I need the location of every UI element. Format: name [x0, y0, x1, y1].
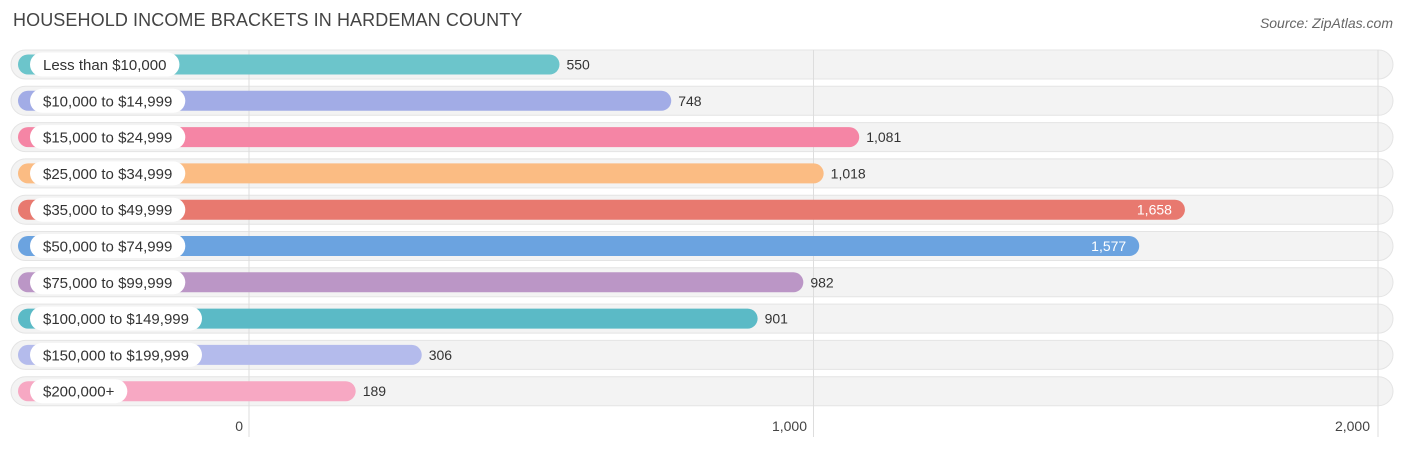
- category-label-pill: [30, 306, 202, 331]
- value-label: 306: [429, 347, 453, 363]
- category-label-pill: [30, 270, 186, 295]
- category-label-pill: [30, 379, 128, 404]
- tick-label: 2,000: [1335, 418, 1370, 434]
- bar: [18, 163, 824, 184]
- category-label: $75,000 to $99,999: [43, 275, 172, 292]
- bar: [18, 308, 758, 329]
- value-label: 901: [765, 311, 789, 327]
- value-label: 1,081: [866, 129, 901, 145]
- bars: Less than $10,000 550 $10,000 to $14,999 74…: [18, 52, 1185, 404]
- bar: [18, 236, 1140, 256]
- value-label: 550: [566, 57, 590, 73]
- category-label: $15,000 to $24,999: [43, 130, 172, 147]
- chart-title: HOUSEHOLD INCOME BRACKETS IN HARDEMAN CO…: [13, 10, 523, 30]
- x-axis-ticks: 0 1,000 2,000: [235, 418, 1370, 434]
- bar: [18, 199, 1185, 220]
- value-label: 982: [810, 274, 834, 290]
- category-label: $100,000 to $149,999: [43, 311, 189, 328]
- value-label: 189: [363, 383, 387, 399]
- category-label: $50,000 to $74,999: [43, 239, 172, 256]
- tick-label: 1,000: [772, 418, 807, 434]
- value-label: 748: [678, 93, 702, 109]
- category-label: $10,000 to $14,999: [43, 93, 172, 110]
- category-label-pill: [30, 125, 186, 150]
- tick-label: 0: [235, 418, 243, 434]
- category-label: $35,000 to $49,999: [43, 202, 172, 219]
- category-label: $25,000 to $34,999: [43, 166, 172, 183]
- category-label-pill: [30, 234, 186, 258]
- category-label-pill: [30, 197, 186, 222]
- category-label: $200,000+: [43, 384, 115, 401]
- value-label: 1,018: [831, 165, 866, 181]
- row-track: [10, 376, 1394, 407]
- category-label-pill: [30, 342, 202, 367]
- category-label-pill: [30, 88, 186, 113]
- value-label: 1,658: [1137, 202, 1172, 218]
- category-label-pill: [30, 52, 180, 77]
- category-label: Less than $10,000: [43, 57, 166, 74]
- bar: [18, 272, 804, 293]
- category-label: $150,000 to $199,999: [43, 347, 189, 364]
- value-label: 1,577: [1091, 238, 1126, 254]
- category-label-pill: [30, 161, 186, 186]
- bar: [18, 127, 860, 148]
- chart-source: Source: ZipAtlas.com: [1259, 15, 1393, 31]
